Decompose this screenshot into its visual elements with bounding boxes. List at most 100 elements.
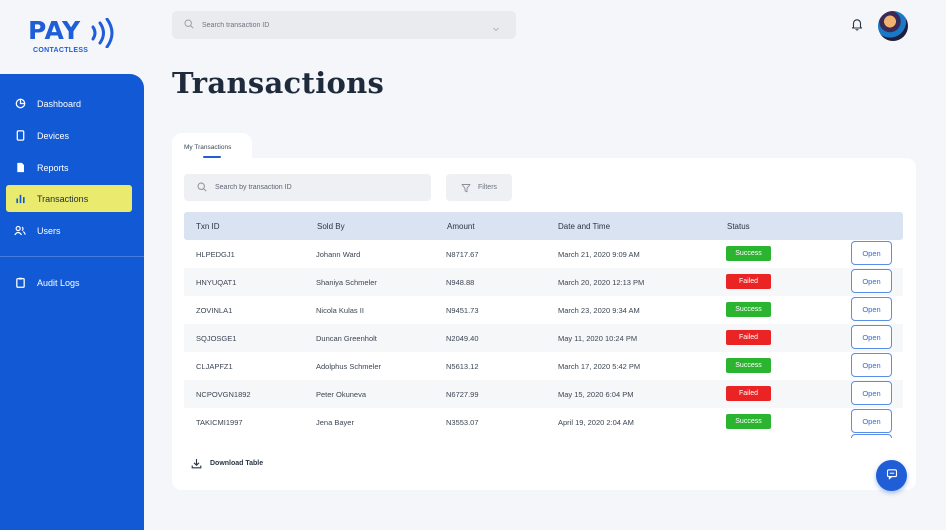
table-row: TAKICMI1997 Jena Bayer N3553.07 April 19… (184, 408, 903, 436)
sold-by-cell: Shaniya Schmeler (316, 278, 377, 287)
amount-cell: N948.88 (446, 278, 475, 287)
datetime-cell: March 17, 2020 5:42 PM (558, 362, 641, 371)
sidebar-item-label: Dashboard (37, 98, 82, 109)
transaction-search-input[interactable] (215, 184, 415, 191)
sold-by-cell: Peter Okuneva (316, 390, 367, 399)
table-header: Txn ID Sold By Amount Date and Time Stat… (184, 212, 903, 240)
sold-by-cell: Nicola Kulas II (316, 306, 364, 315)
status-badge: Success (726, 358, 771, 373)
sold-by-cell: Adolphus Schmeler (316, 362, 382, 371)
chat-button[interactable] (876, 460, 907, 491)
download-label: Download Table (210, 460, 264, 467)
sidebar-item-label: Reports (37, 162, 69, 173)
txn-id-cell: NCPOVGN1892 (196, 390, 251, 399)
datetime-cell: April 19, 2020 2:04 AM (558, 418, 634, 427)
search-icon (197, 179, 207, 197)
txn-id-cell: HNYUQAT1 (196, 278, 237, 287)
open-button[interactable]: Open (851, 241, 892, 265)
sidebar-item-label: Users (37, 225, 61, 236)
sold-by-cell: Johann Ward (316, 250, 361, 259)
sidebar: Dashboard Devices Reports Transactions U… (0, 74, 144, 530)
document-icon (14, 162, 26, 174)
status-badge: Failed (726, 386, 771, 401)
datetime-cell: March 20, 2020 12:13 PM (558, 278, 645, 287)
datetime-cell: March 21, 2020 9:09 AM (558, 250, 640, 259)
device-icon (14, 130, 26, 142)
global-search-input[interactable] (202, 21, 482, 29)
search-icon (184, 16, 194, 34)
column-header-date-time[interactable]: Date and Time (558, 222, 611, 231)
status-badge: Success (726, 414, 771, 429)
datetime-cell: May 11, 2020 10:24 PM (558, 334, 638, 343)
logo-subtext: CONTACTLESS (33, 47, 89, 54)
download-table-button[interactable]: Download Table (191, 458, 263, 469)
amount-cell: N2049.40 (446, 334, 479, 343)
open-button[interactable]: Open (851, 353, 892, 377)
datetime-cell: May 15, 2020 6:04 PM (558, 390, 634, 399)
table-body: HLPEDGJ1 Johann Ward N8717.67 March 21, … (184, 240, 903, 438)
page-title: Transactions (172, 66, 385, 100)
table-row: ZOVINLA1 Nicola Kulas II N9451.73 March … (184, 296, 903, 324)
txn-id-cell: SQJOSGE1 (196, 334, 237, 343)
sidebar-item-reports[interactable]: Reports (6, 154, 132, 181)
datetime-cell: March 23, 2020 9:34 AM (558, 306, 640, 315)
sold-by-cell: Jena Bayer (316, 418, 354, 427)
open-button[interactable]: Open (851, 269, 892, 293)
amount-cell: N6727.99 (446, 390, 479, 399)
filters-button[interactable]: Filters (446, 174, 512, 201)
sold-by-cell: Duncan Greenholt (316, 334, 377, 343)
table-row: HLPEDGJ1 Johann Ward N8717.67 March 21, … (184, 240, 903, 268)
table-row: HNYUQAT1 Shaniya Schmeler N948.88 March … (184, 268, 903, 296)
clipboard-icon (14, 277, 26, 289)
sidebar-divider (0, 256, 144, 257)
open-button-partial[interactable] (851, 434, 892, 438)
transaction-search[interactable] (184, 174, 431, 201)
contactless-icon (91, 18, 114, 48)
amount-cell: N8717.67 (446, 250, 479, 259)
avatar[interactable] (878, 11, 908, 41)
txn-id-cell: TAKICMI1997 (196, 418, 243, 427)
users-icon (14, 225, 26, 237)
chevron-down-icon[interactable] (492, 20, 500, 38)
table-row: NCPOVGN1892 Peter Okuneva N6727.99 May 1… (184, 380, 903, 408)
download-icon (191, 458, 202, 469)
status-badge: Success (726, 246, 771, 261)
status-badge: Failed (726, 274, 771, 289)
table-row: CLJAPFZ1 Adolphus Schmeler N5613.12 Marc… (184, 352, 903, 380)
global-search[interactable] (172, 11, 516, 39)
txn-id-cell: HLPEDGJ1 (196, 250, 235, 259)
active-tab-indicator (203, 156, 221, 158)
filter-icon (461, 183, 471, 193)
open-button[interactable]: Open (851, 381, 892, 405)
chat-icon (886, 467, 898, 485)
sidebar-item-label: Transactions (37, 193, 89, 204)
txn-id-cell: CLJAPFZ1 (196, 362, 233, 371)
column-header-status[interactable]: Status (727, 222, 750, 231)
sidebar-item-label: Audit Logs (37, 277, 80, 288)
column-header-sold-by[interactable]: Sold By (317, 222, 345, 231)
amount-cell: N3553.07 (446, 418, 479, 427)
amount-cell: N9451.73 (446, 306, 479, 315)
status-badge: Success (726, 302, 771, 317)
column-header-amount[interactable]: Amount (447, 222, 475, 231)
column-header-txn-id[interactable]: Txn ID (196, 222, 220, 231)
app-logo[interactable]: PAY CONTACTLESS (28, 16, 118, 60)
amount-cell: N5613.12 (446, 362, 479, 371)
open-button[interactable]: Open (851, 409, 892, 433)
sidebar-item-transactions[interactable]: Transactions (6, 185, 132, 212)
txn-id-cell: ZOVINLA1 (196, 306, 233, 315)
bell-icon[interactable] (850, 17, 864, 31)
open-button[interactable]: Open (851, 325, 892, 349)
pie-chart-icon (14, 98, 26, 110)
sidebar-item-devices[interactable]: Devices (6, 122, 132, 149)
sidebar-item-audit-logs[interactable]: Audit Logs (6, 269, 132, 296)
sidebar-item-label: Devices (37, 130, 70, 141)
logo-text: PAY (28, 16, 81, 45)
tab-label[interactable]: My Transactions (184, 144, 232, 151)
open-button[interactable]: Open (851, 297, 892, 321)
sidebar-item-dashboard[interactable]: Dashboard (6, 90, 132, 117)
sidebar-item-users[interactable]: Users (6, 217, 132, 244)
bar-chart-icon (14, 193, 26, 205)
table-row: SQJOSGE1 Duncan Greenholt N2049.40 May 1… (184, 324, 903, 352)
filters-label: Filters (477, 184, 498, 191)
